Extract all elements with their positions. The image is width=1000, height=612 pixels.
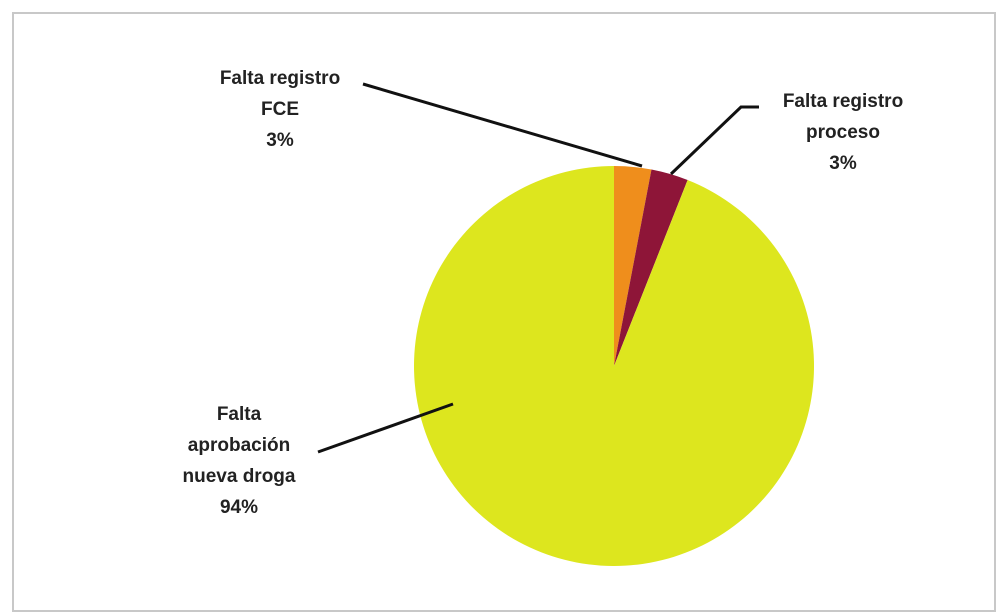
data-label-line: Falta registro xyxy=(783,91,903,112)
data-label-1: Falta registro FCE 3% xyxy=(220,68,340,151)
data-label-line: proceso xyxy=(806,122,880,143)
data-label-line: Falta xyxy=(217,404,262,425)
data-label-line: FCE xyxy=(261,99,299,120)
leader-line-3 xyxy=(317,402,454,454)
data-label-line: 3% xyxy=(266,130,294,151)
leader-line-1 xyxy=(362,82,643,168)
data-label-line: 3% xyxy=(829,153,857,174)
pie-slice-1 xyxy=(614,166,652,366)
data-label-2: Falta registro proceso 3% xyxy=(783,91,903,174)
data-label-3: Falta aprobación nueva droga 94% xyxy=(183,404,296,518)
pie-slice-3 xyxy=(414,166,815,566)
data-label-line: nueva droga xyxy=(183,466,296,487)
pie-slice-2 xyxy=(614,169,688,366)
leader-line-2 xyxy=(669,105,759,176)
data-label-line: aprobación xyxy=(188,435,290,456)
data-label-line: 94% xyxy=(220,497,258,518)
data-label-line: Falta registro xyxy=(220,68,340,89)
